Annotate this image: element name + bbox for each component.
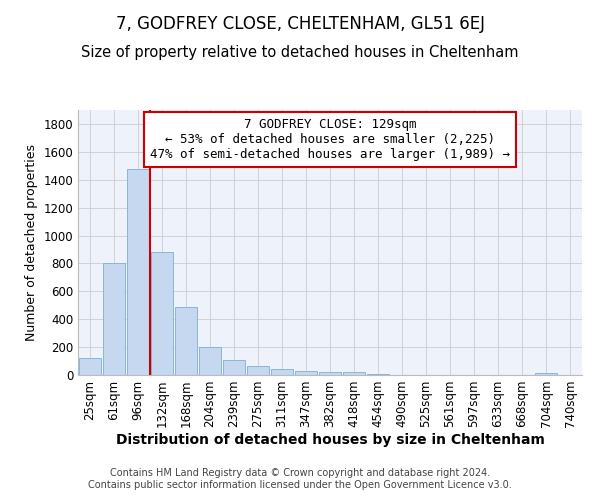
Bar (103, 264, 125, 375)
Bar (535, 373, 557, 375)
Y-axis label: Number of detached properties: Number of detached properties (25, 144, 38, 341)
Text: 7 GODFREY CLOSE: 129sqm
← 53% of detached houses are smaller (2,225)
47% of semi: 7 GODFREY CLOSE: 129sqm ← 53% of detache… (150, 118, 510, 161)
Bar (319, 372, 341, 375)
Bar (343, 372, 365, 375)
Bar (295, 370, 317, 375)
Bar (79, 358, 101, 375)
Bar (151, 252, 173, 375)
Bar (271, 368, 293, 375)
Text: 7, GODFREY CLOSE, CHELTENHAM, GL51 6EJ: 7, GODFREY CLOSE, CHELTENHAM, GL51 6EJ (115, 15, 485, 33)
Bar (367, 374, 389, 375)
Bar (127, 170, 149, 375)
X-axis label: Distribution of detached houses by size in Cheltenham: Distribution of detached houses by size … (116, 433, 544, 447)
Text: Size of property relative to detached houses in Cheltenham: Size of property relative to detached ho… (81, 45, 519, 60)
Bar (247, 366, 269, 375)
Bar (223, 360, 245, 375)
Bar (175, 306, 197, 375)
Text: Contains HM Land Registry data © Crown copyright and database right 2024.
Contai: Contains HM Land Registry data © Crown c… (88, 468, 512, 490)
Bar (199, 347, 221, 375)
